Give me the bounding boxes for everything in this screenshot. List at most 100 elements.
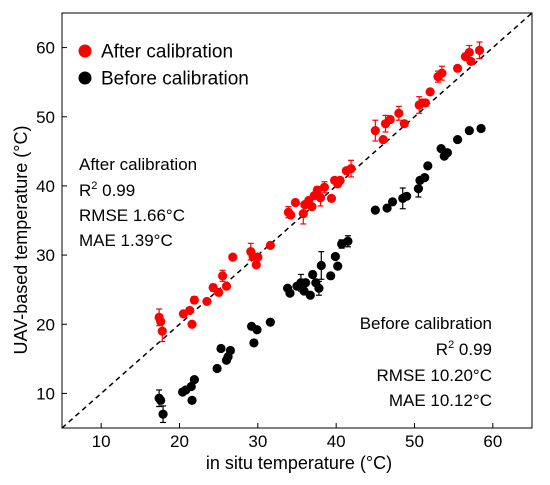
r2-value: 0.99 <box>454 340 492 359</box>
data-point <box>187 319 197 329</box>
x-tick-label: 20 <box>170 432 189 451</box>
data-point <box>252 325 262 335</box>
r2-symbol: R <box>79 181 91 200</box>
data-point <box>326 193 337 203</box>
y-tick-label: 10 <box>36 384 55 403</box>
y-tick-label: 50 <box>36 108 55 127</box>
y-tick-label: 60 <box>36 39 55 58</box>
stats-before-r2: R2 0.99 <box>436 339 492 359</box>
data-point <box>249 338 259 348</box>
data-point <box>382 203 392 213</box>
stats-after-mae: MAE 1.39°C <box>79 231 173 250</box>
data-point <box>425 87 435 97</box>
x-tick-label: 10 <box>92 432 111 451</box>
data-point <box>186 381 196 392</box>
data-point <box>326 271 336 281</box>
data-point <box>217 271 228 281</box>
x-tick-label: 60 <box>483 432 502 451</box>
data-point <box>157 326 167 336</box>
legend: After calibration Before calibration <box>78 42 249 90</box>
y-tick-label: 40 <box>36 177 55 196</box>
data-point <box>187 395 197 405</box>
data-point <box>452 63 463 73</box>
data-point <box>330 251 340 262</box>
data-point <box>221 281 232 291</box>
data-point <box>212 363 222 374</box>
data-point <box>476 123 486 134</box>
data-point <box>156 395 166 405</box>
data-point <box>442 148 452 158</box>
legend-marker <box>78 44 92 58</box>
r2-symbol: R <box>436 340 448 359</box>
r2-value: 0.99 <box>97 181 135 200</box>
data-point <box>185 305 195 316</box>
stats-before-title: Before calibration <box>360 314 492 333</box>
x-tick-label: 40 <box>327 432 346 451</box>
data-point <box>301 278 311 288</box>
stats-before-rmse: RMSE 10.20°C <box>377 366 492 385</box>
data-point <box>189 374 199 385</box>
x-axis-title: in situ temperature (°C) <box>206 453 392 473</box>
data-point <box>370 205 380 215</box>
data-point <box>290 197 301 208</box>
data-point <box>385 114 395 125</box>
plot-border <box>61 12 533 429</box>
data-point <box>305 290 315 300</box>
data-point <box>225 345 236 356</box>
x-tick-label: 50 <box>405 432 424 451</box>
data-point <box>464 47 474 58</box>
data-point <box>370 125 380 136</box>
stats-after-calibration: After calibration R2 0.99 RMSE 1.66°C MA… <box>79 155 197 250</box>
data-point <box>251 260 261 270</box>
axis-ticks: 10 20 30 40 50 60 10 20 30 40 50 60 <box>36 39 502 451</box>
data-point <box>420 173 430 183</box>
stats-before-calibration: Before calibration R2 0.99 RMSE 10.20°C … <box>360 314 492 410</box>
data-series <box>154 41 486 424</box>
data-point <box>286 210 296 220</box>
plot-frame <box>61 12 533 429</box>
data-point <box>387 197 398 207</box>
data-point <box>312 185 322 195</box>
data-point <box>216 343 226 354</box>
legend-label: After calibration <box>101 42 233 63</box>
data-point <box>466 56 476 67</box>
data-point <box>285 288 295 298</box>
data-point <box>253 252 263 262</box>
legend-marker <box>78 71 92 85</box>
identity-line-layer <box>61 12 533 429</box>
data-point <box>420 98 431 108</box>
data-point <box>402 191 412 201</box>
data-point <box>394 108 404 118</box>
r2-superscript: 2 <box>448 339 454 351</box>
data-point <box>413 184 424 194</box>
data-point <box>437 68 447 78</box>
data-point <box>228 252 238 262</box>
data-point <box>158 409 168 419</box>
stats-after-r2: R2 0.99 <box>79 180 135 200</box>
data-point <box>265 317 275 327</box>
data-point <box>315 193 326 203</box>
series-before-calibration <box>154 123 486 424</box>
data-point <box>189 295 199 305</box>
y-axis-title: UAV-based temperature (°C) <box>11 126 31 355</box>
data-point <box>156 316 166 327</box>
data-point <box>399 119 409 129</box>
data-point <box>307 202 317 212</box>
series-after-calibration <box>154 41 485 343</box>
data-point <box>316 260 326 271</box>
data-point <box>343 236 353 246</box>
x-tick-label: 30 <box>248 432 267 451</box>
stats-before-mae: MAE 10.12°C <box>389 391 492 410</box>
data-point <box>333 261 343 271</box>
y-tick-label: 30 <box>36 246 55 265</box>
legend-label: Before calibration <box>101 69 249 90</box>
data-point <box>319 182 330 192</box>
data-point <box>314 283 324 293</box>
data-point <box>474 45 485 55</box>
data-point <box>346 164 356 174</box>
y-tick-label: 20 <box>36 315 55 334</box>
data-point <box>214 287 224 298</box>
data-point <box>202 296 212 307</box>
